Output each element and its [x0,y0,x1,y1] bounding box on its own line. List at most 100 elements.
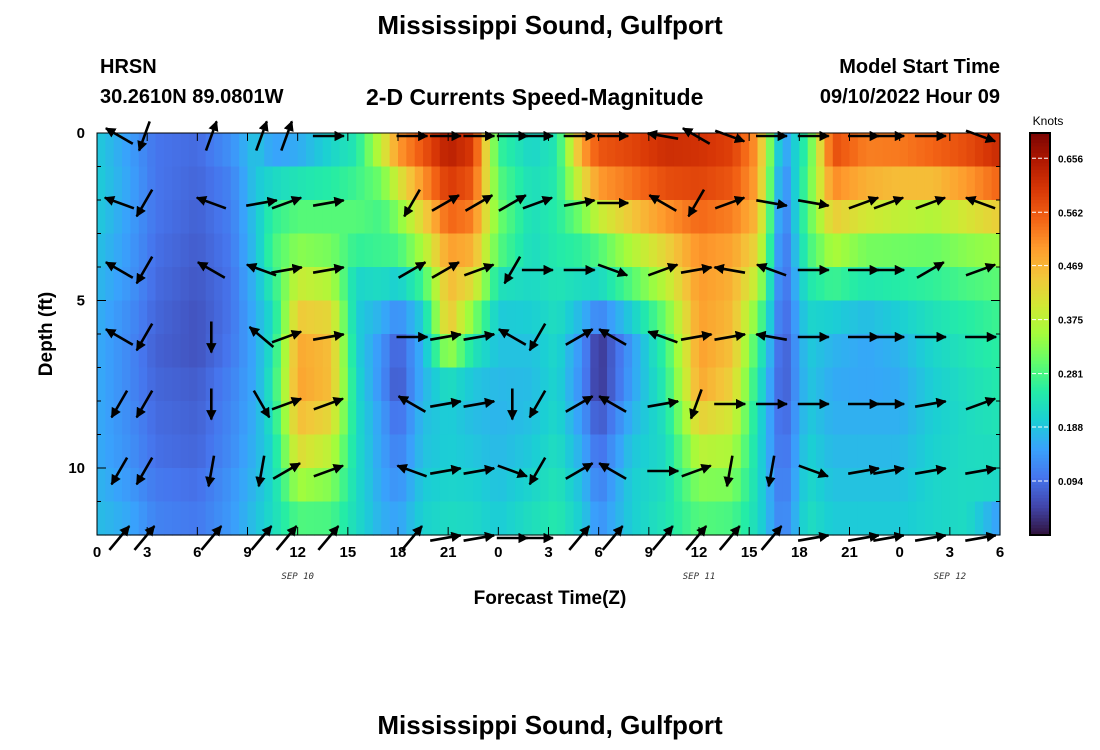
heatmap-cell [941,267,951,302]
heatmap-cell [715,501,725,536]
colorbar-tick-label: 0.656 [1058,154,1083,165]
heatmap-cell [799,468,809,503]
heatmap-cell [414,434,424,469]
heatmap-cell [398,233,407,268]
heatmap-cell [406,300,416,335]
heatmap-cell [908,468,917,503]
heatmap-cell [105,401,115,436]
current-vector [848,196,880,210]
heatmap-cell [130,468,140,503]
heatmap-cell [916,334,926,369]
colorbar-segment [1030,253,1050,258]
colorbar-segment [1030,216,1050,221]
x-tick-label: 3 [143,544,151,561]
heatmap-cell [958,133,968,168]
heatmap-cell [749,434,759,469]
current-vector [317,525,340,551]
heatmap-cell [205,166,215,201]
colorbar-segment [1030,401,1050,405]
heatmap-cell [841,200,851,235]
heatmap-cell [966,367,976,402]
heatmap-cell [991,166,1001,201]
current-vector [755,330,788,342]
y-axis-label: Depth (ft) [36,292,57,376]
heatmap-cell [991,367,1001,402]
heatmap-cell [372,300,382,335]
heatmap-cell [423,401,433,436]
heatmap-cell [874,267,884,302]
heatmap-cell [306,267,315,302]
heatmap-cell [172,300,182,335]
heatmap-cell [824,267,834,302]
colorbar-segment [1030,411,1050,415]
heatmap-cell [247,233,257,268]
heatmap-cell [623,367,633,402]
heatmap-cell [790,233,800,268]
heatmap-cell [515,501,525,536]
heatmap-cell [155,501,165,536]
heatmap-cell [790,133,800,168]
heatmap-cell [222,367,232,402]
heatmap-cell [406,401,416,436]
heatmap-cell [598,200,608,235]
heatmap-cell [941,166,951,201]
heatmap-cell [339,200,349,235]
colorbar-segment [1030,390,1050,395]
heatmap-cell [573,367,583,402]
heatmap-cell [874,166,884,201]
heatmap-cell [974,300,984,335]
heatmap-cell [239,233,249,268]
heatmap-cell [657,166,667,201]
heatmap-cell [130,334,140,369]
heatmap-cell [782,233,792,268]
colorbar-segment [1030,494,1050,499]
heatmap-cell [297,434,307,469]
heatmap-cell [874,334,884,369]
heatmap-cell [439,300,449,335]
heatmap-cell [406,233,416,268]
heatmap-cell [272,133,282,168]
heatmap-cell [916,200,926,235]
heatmap-cell [565,468,575,503]
heatmap-cell [180,267,190,302]
heatmap-cell [155,468,165,503]
heatmap-cell [197,133,207,168]
x-tick-label: 12 [289,544,306,561]
heatmap-cell [364,267,374,302]
heatmap-cell [673,334,683,369]
heatmap-cell [966,267,976,302]
heatmap-cell [389,501,399,536]
current-vector [760,525,783,551]
current-vector [528,456,547,486]
heatmap-cell [640,501,650,536]
heatmap-cell [749,367,759,402]
heatmap-cell [205,133,215,168]
colorbar-segment [1030,417,1050,422]
heatmap-cell [456,468,466,503]
current-vector [205,455,216,488]
heatmap-cell [297,501,307,536]
heatmap-cell [933,468,943,503]
heatmap-cell [640,334,650,369]
heatmap-cell [172,401,182,436]
heatmap-cell [581,267,591,302]
heatmap-cell [941,334,951,369]
heatmap-cell [933,166,943,201]
heatmap-cell [122,166,132,201]
colorbar-segment [1030,213,1050,218]
heatmap-cell [113,367,123,402]
heatmap-cell [113,267,123,302]
current-vector [597,263,629,277]
heatmap-cell [749,300,759,335]
heatmap-cell [565,401,575,436]
heatmap-cell [239,133,249,168]
heatmap-cell [899,434,909,469]
heatmap-cell [138,501,148,536]
heatmap-cell [306,233,315,268]
colorbar-frame [1029,132,1051,536]
heatmap-cell [916,133,926,168]
heatmap-cell [757,434,767,469]
heatmap-cell [239,200,249,235]
heatmap-cell [239,468,249,503]
heatmap-cell [665,200,675,235]
